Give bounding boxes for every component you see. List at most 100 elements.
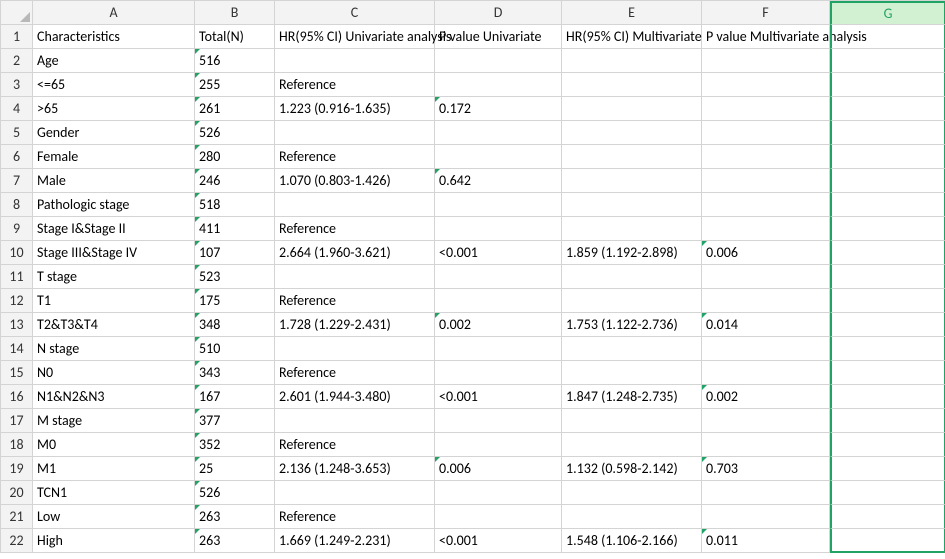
cell[interactable]: N0	[33, 361, 195, 385]
cell[interactable]: M1	[33, 457, 195, 481]
cell[interactable]	[275, 121, 435, 145]
row-header[interactable]: 17	[1, 409, 33, 433]
cell[interactable]: Reference	[275, 361, 435, 385]
row-header[interactable]: 15	[1, 361, 33, 385]
cell[interactable]: 523	[195, 265, 275, 289]
cell[interactable]: 280	[195, 145, 275, 169]
cell[interactable]: 1.223 (0.916-1.635)	[275, 97, 435, 121]
cell[interactable]	[830, 361, 945, 385]
cell[interactable]: 1.070 (0.803-1.426)	[275, 169, 435, 193]
select-all-corner[interactable]	[1, 1, 33, 25]
cell[interactable]	[562, 433, 702, 457]
cell[interactable]	[562, 193, 702, 217]
cell[interactable]	[562, 145, 702, 169]
cell[interactable]	[562, 505, 702, 529]
cell[interactable]	[562, 337, 702, 361]
cell[interactable]	[830, 241, 945, 265]
cell[interactable]	[830, 337, 945, 361]
cell[interactable]: 0.703	[702, 457, 830, 481]
cell[interactable]: 0.002	[702, 385, 830, 409]
cell[interactable]	[562, 217, 702, 241]
cell[interactable]: Pathologic stage	[33, 193, 195, 217]
cell[interactable]	[830, 409, 945, 433]
cell[interactable]	[702, 73, 830, 97]
cell[interactable]: N stage	[33, 337, 195, 361]
cell[interactable]: Reference	[275, 145, 435, 169]
row-header[interactable]: 7	[1, 169, 33, 193]
cell[interactable]: Reference	[275, 505, 435, 529]
cell[interactable]: 261	[195, 97, 275, 121]
cell[interactable]: <0.001	[435, 241, 562, 265]
cell[interactable]	[830, 97, 945, 121]
cell[interactable]: 0.172	[435, 97, 562, 121]
cell[interactable]	[562, 97, 702, 121]
cell[interactable]: TCN1	[33, 481, 195, 505]
cell[interactable]: 377	[195, 409, 275, 433]
col-header-F[interactable]: F	[702, 1, 830, 25]
cell[interactable]: 2.136 (1.248-3.653)	[275, 457, 435, 481]
cell[interactable]: Male	[33, 169, 195, 193]
cell[interactable]	[702, 337, 830, 361]
cell[interactable]	[702, 481, 830, 505]
cell[interactable]: Reference	[275, 217, 435, 241]
cell[interactable]: Reference	[275, 433, 435, 457]
cell[interactable]	[435, 409, 562, 433]
col-header-D[interactable]: D	[435, 1, 562, 25]
cell[interactable]	[562, 409, 702, 433]
cell[interactable]: Female	[33, 145, 195, 169]
cell[interactable]: 0.006	[435, 457, 562, 481]
col-header-G[interactable]: G	[830, 1, 945, 25]
cell[interactable]	[702, 409, 830, 433]
cell[interactable]: 518	[195, 193, 275, 217]
cell[interactable]: 1.847 (1.248-2.735)	[562, 385, 702, 409]
cell[interactable]: 0.014	[702, 313, 830, 337]
cell[interactable]	[562, 361, 702, 385]
row-header[interactable]: 11	[1, 265, 33, 289]
cell[interactable]	[830, 433, 945, 457]
row-header[interactable]: 13	[1, 313, 33, 337]
cell[interactable]: N1&N2&N3	[33, 385, 195, 409]
cell[interactable]	[435, 337, 562, 361]
row-header[interactable]: 14	[1, 337, 33, 361]
cell[interactable]	[435, 481, 562, 505]
cell[interactable]: 167	[195, 385, 275, 409]
cell[interactable]: 1.132 (0.598-2.142)	[562, 457, 702, 481]
row-header[interactable]: 5	[1, 121, 33, 145]
cell[interactable]: 1.859 (1.192-2.898)	[562, 241, 702, 265]
cell[interactable]: Stage III&Stage IV	[33, 241, 195, 265]
cell[interactable]	[830, 121, 945, 145]
cell[interactable]	[562, 289, 702, 313]
cell[interactable]: 1.728 (1.229-2.431)	[275, 313, 435, 337]
cell[interactable]	[275, 481, 435, 505]
col-header-A[interactable]: A	[33, 1, 195, 25]
cell[interactable]: 0.002	[435, 313, 562, 337]
cell[interactable]	[702, 121, 830, 145]
cell[interactable]: 1.548 (1.106-2.166)	[562, 529, 702, 553]
cell[interactable]: M stage	[33, 409, 195, 433]
cell[interactable]	[702, 145, 830, 169]
cell[interactable]	[435, 217, 562, 241]
cell[interactable]	[435, 361, 562, 385]
cell[interactable]	[562, 169, 702, 193]
cell[interactable]: 348	[195, 313, 275, 337]
row-header[interactable]: 10	[1, 241, 33, 265]
cell[interactable]: 2.601 (1.944-3.480)	[275, 385, 435, 409]
cell[interactable]	[830, 481, 945, 505]
row-header[interactable]: 12	[1, 289, 33, 313]
cell[interactable]: <=65	[33, 73, 195, 97]
cell[interactable]	[702, 433, 830, 457]
cell-F1[interactable]: P value Multivariate analysis	[702, 25, 830, 49]
cell[interactable]: Stage I&Stage II	[33, 217, 195, 241]
cell[interactable]	[562, 481, 702, 505]
col-header-C[interactable]: C	[275, 1, 435, 25]
cell[interactable]	[562, 73, 702, 97]
cell[interactable]	[702, 361, 830, 385]
cell[interactable]	[435, 289, 562, 313]
cell[interactable]: 107	[195, 241, 275, 265]
cell[interactable]	[435, 73, 562, 97]
cell[interactable]	[830, 313, 945, 337]
cell[interactable]	[702, 265, 830, 289]
cell[interactable]: 255	[195, 73, 275, 97]
cell[interactable]: Low	[33, 505, 195, 529]
cell[interactable]: Reference	[275, 73, 435, 97]
